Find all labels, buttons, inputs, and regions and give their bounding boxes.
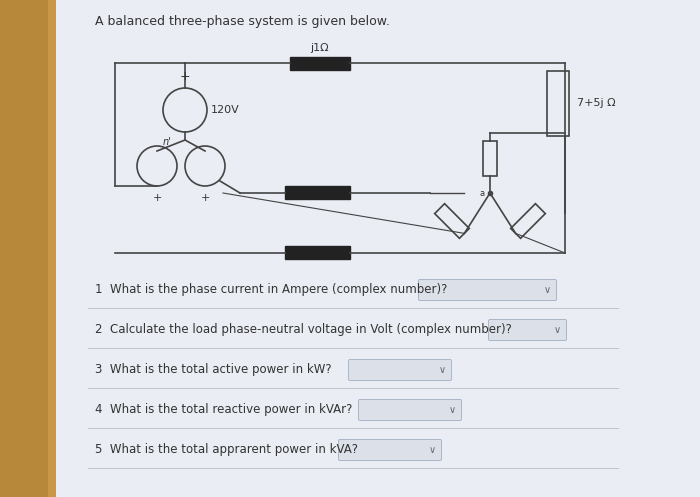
Text: +: + <box>200 193 210 203</box>
Text: ∨: ∨ <box>543 285 551 295</box>
Text: A balanced three-phase system is given below.: A balanced three-phase system is given b… <box>95 15 390 28</box>
Text: +: + <box>153 193 162 203</box>
Text: 120V: 120V <box>211 105 239 115</box>
Text: 5  What is the total apprarent power in kVA?: 5 What is the total apprarent power in k… <box>95 443 358 457</box>
Bar <box>285 246 350 259</box>
Text: ∨: ∨ <box>428 445 435 455</box>
FancyBboxPatch shape <box>349 359 452 381</box>
Text: ∨: ∨ <box>438 365 446 375</box>
FancyBboxPatch shape <box>489 320 566 340</box>
Text: 7+5j Ω: 7+5j Ω <box>577 98 615 108</box>
Text: 3  What is the total active power in kW?: 3 What is the total active power in kW? <box>95 363 332 377</box>
Text: j1Ω: j1Ω <box>311 43 329 53</box>
Text: +: + <box>180 70 190 83</box>
Text: ∨: ∨ <box>554 325 561 335</box>
Text: 2  Calculate the load phase-neutral voltage in Volt (complex number)?: 2 Calculate the load phase-neutral volta… <box>95 324 512 336</box>
Bar <box>285 186 350 199</box>
FancyBboxPatch shape <box>339 439 442 461</box>
Bar <box>48 0 56 497</box>
Text: a: a <box>480 188 485 197</box>
FancyBboxPatch shape <box>358 400 461 420</box>
Bar <box>290 57 350 70</box>
Text: 1  What is the phase current in Ampere (complex number)?: 1 What is the phase current in Ampere (c… <box>95 283 447 297</box>
FancyBboxPatch shape <box>419 279 556 301</box>
Text: 4  What is the total reactive power in kVAr?: 4 What is the total reactive power in kV… <box>95 404 352 416</box>
Bar <box>547 71 569 136</box>
Text: ∨: ∨ <box>449 405 456 415</box>
Text: n': n' <box>162 137 171 147</box>
Bar <box>0 0 55 497</box>
